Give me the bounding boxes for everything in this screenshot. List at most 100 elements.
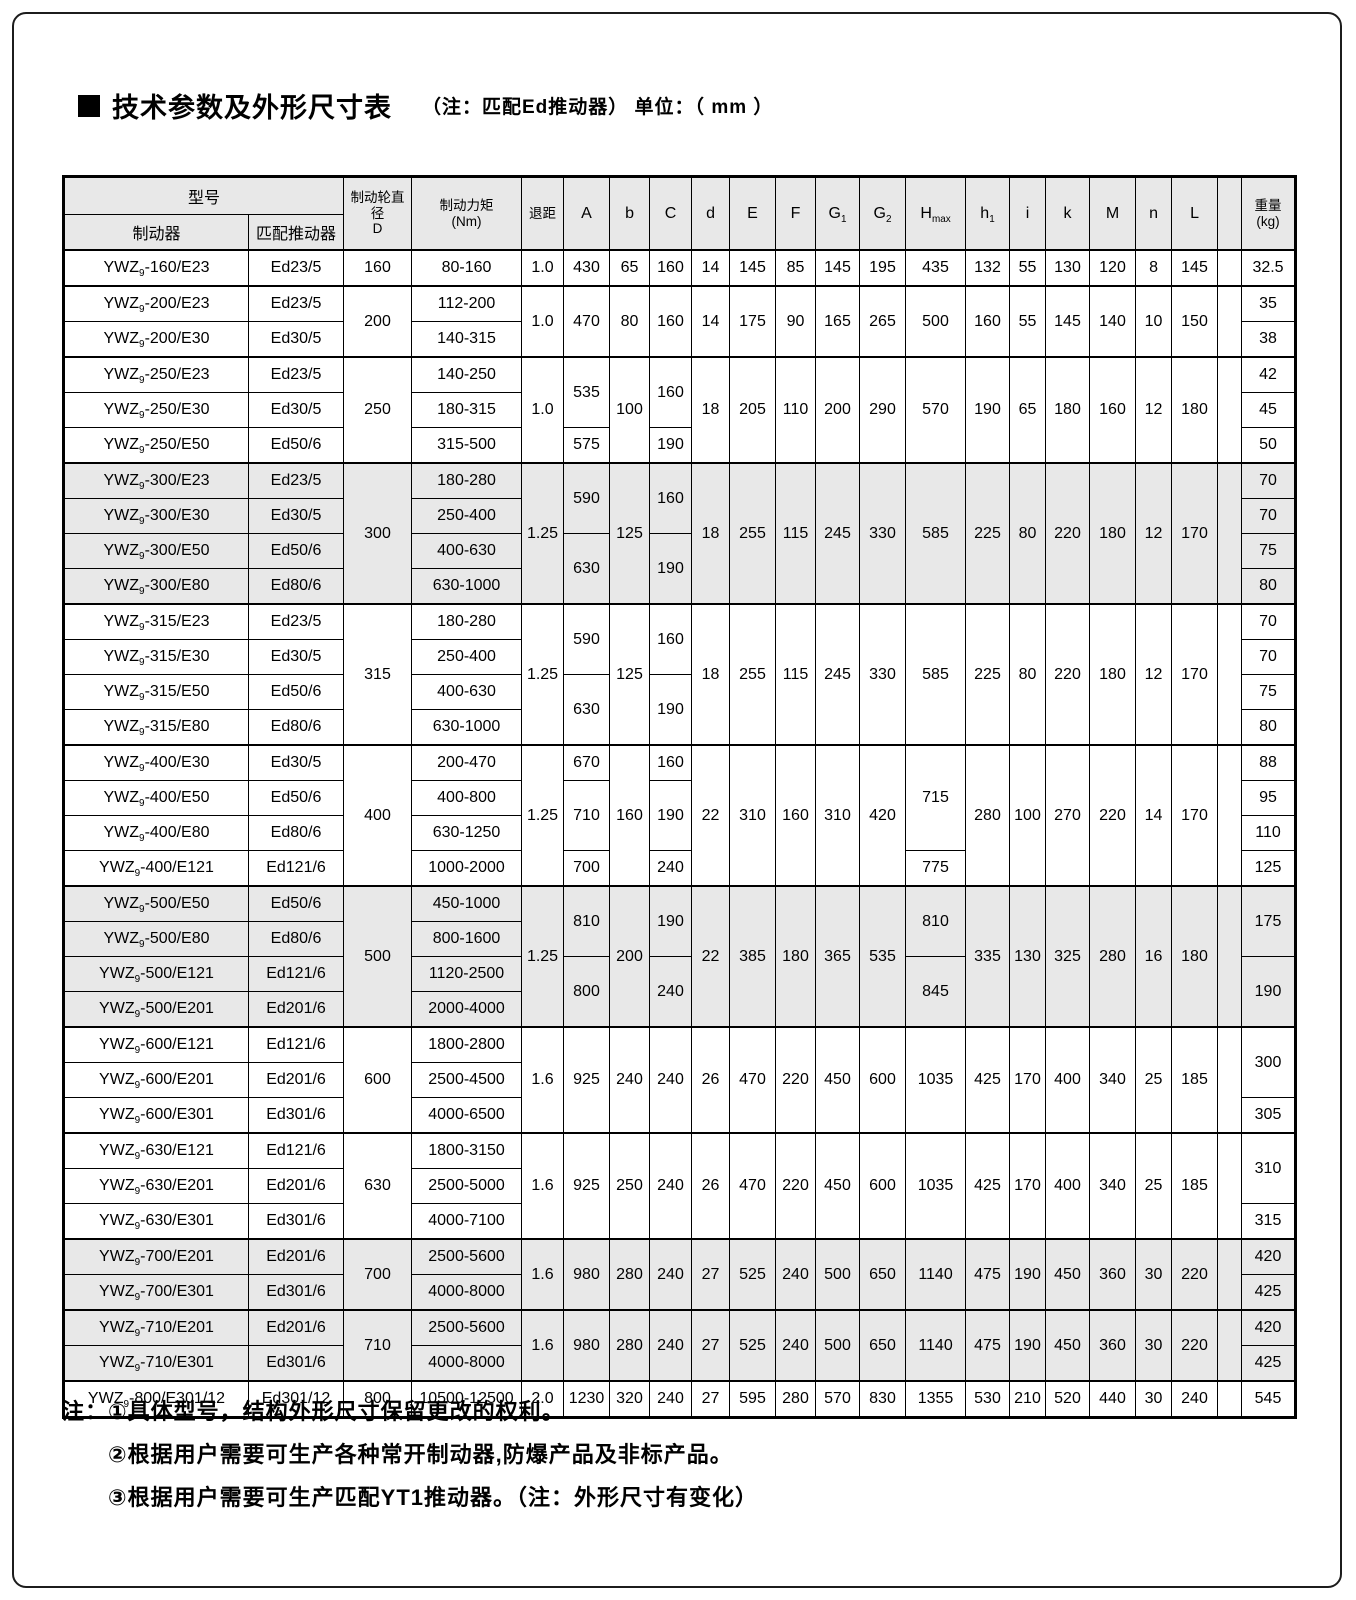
cell-Hmax: 845 bbox=[905, 956, 967, 1028]
cell-brake-model: YWZ9-700/E201 bbox=[63, 1238, 249, 1275]
cell-C: 190 bbox=[649, 674, 693, 746]
cell-h1: 280 bbox=[965, 744, 1011, 887]
cell-b: 80 bbox=[609, 285, 651, 358]
cell-C: 240 bbox=[649, 1309, 693, 1382]
cell-b: 240 bbox=[609, 1026, 651, 1134]
table-row: YWZ9-300/E30 Ed30/5 250-400 70 bbox=[63, 498, 1297, 534]
table-row: YWZ9-315/E80 Ed80/6 630-1000 80 bbox=[63, 709, 1297, 746]
cell-L: 170 bbox=[1171, 744, 1219, 887]
cell-Hmax: 1140 bbox=[905, 1309, 967, 1382]
page-title: 技术参数及外形尺寸表 bbox=[112, 93, 392, 123]
cell-brake-model: YWZ9-300/E23 bbox=[63, 462, 249, 499]
spec-table-body: YWZ9-160/E23 Ed23/5 160 80-160 1.0 430 65 160 14… bbox=[63, 249, 1297, 1418]
cell-d: 26 bbox=[691, 1132, 731, 1240]
cell-n: 16 bbox=[1135, 885, 1173, 1028]
cell-torque-range: 400-800 bbox=[411, 780, 523, 816]
cell-h1: 160 bbox=[965, 285, 1011, 358]
notes-list: ①具体型号，结构外形尺寸保留更改的权利。 ②根据用户需要可生产各种常开制动器,防爆… bbox=[108, 1390, 758, 1519]
cell-b: 200 bbox=[609, 885, 651, 1028]
cell-brake-model: YWZ9-630/E301 bbox=[63, 1203, 249, 1240]
page-title-note: （注：匹配Ed推动器） 单位：（ mm ） bbox=[422, 97, 774, 118]
cell-Hmax: 1355 bbox=[905, 1380, 967, 1418]
cell-weight: 38 bbox=[1241, 321, 1297, 358]
cell-G1: 365 bbox=[815, 885, 861, 1028]
cell-pusher-model: Ed30/5 bbox=[247, 392, 345, 428]
cell-blank bbox=[1217, 744, 1243, 887]
cell-E: 595 bbox=[729, 1380, 777, 1418]
cell-n: 12 bbox=[1135, 603, 1173, 746]
notes: 注： ①具体型号，结构外形尺寸保留更改的权利。 ②根据用户需要可生产各种常开制动器… bbox=[62, 1390, 758, 1519]
cell-A: 630 bbox=[563, 674, 611, 746]
cell-k: 220 bbox=[1045, 462, 1091, 605]
cell-Hmax: 1035 bbox=[905, 1026, 967, 1134]
cell-G1: 500 bbox=[815, 1238, 861, 1311]
cell-d: 14 bbox=[691, 285, 731, 358]
cell-b: 160 bbox=[609, 744, 651, 887]
cell-torque-range: 180-280 bbox=[411, 603, 523, 640]
header-dim-L: L bbox=[1171, 176, 1219, 251]
cell-weight: 420 bbox=[1241, 1309, 1297, 1346]
cell-tui: 1.25 bbox=[521, 462, 565, 605]
cell-brake-model: YWZ9-700/E301 bbox=[63, 1274, 249, 1311]
cell-brake-model: YWZ9-800/E301/12 bbox=[63, 1380, 249, 1418]
header-dim-k: k bbox=[1045, 176, 1091, 251]
cell-tui: 1.25 bbox=[521, 744, 565, 887]
cell-i: 80 bbox=[1009, 462, 1047, 605]
cell-torque-range: 4000-7100 bbox=[411, 1203, 523, 1240]
cell-d: 22 bbox=[691, 885, 731, 1028]
header-dim-F: F bbox=[775, 176, 817, 251]
cell-G2: 600 bbox=[859, 1026, 907, 1134]
cell-pusher-model: Ed30/5 bbox=[247, 321, 345, 358]
cell-brake-model: YWZ9-500/E80 bbox=[63, 921, 249, 957]
header-dim-i: i bbox=[1009, 176, 1047, 251]
cell-A: 710 bbox=[563, 780, 611, 851]
cell-pusher-model: Ed121/6 bbox=[247, 850, 345, 887]
cell-blank bbox=[1217, 603, 1243, 746]
cell-weight: 35 bbox=[1241, 285, 1297, 322]
notes-prefix: 注： bbox=[62, 1399, 109, 1424]
cell-pusher-model: Ed121/6 bbox=[247, 1132, 345, 1169]
cell-torque-range: 800-1600 bbox=[411, 921, 523, 957]
cell-Hmax: 435 bbox=[905, 249, 967, 287]
cell-C: 160 bbox=[649, 744, 693, 781]
cell-wheel-diameter: 315 bbox=[343, 603, 413, 746]
cell-E: 255 bbox=[729, 603, 777, 746]
cell-brake-model: YWZ9-600/E121 bbox=[63, 1026, 249, 1063]
cell-pusher-model: Ed50/6 bbox=[247, 427, 345, 464]
cell-d: 27 bbox=[691, 1380, 731, 1418]
cell-n: 25 bbox=[1135, 1026, 1173, 1134]
cell-h1: 475 bbox=[965, 1309, 1011, 1382]
table-row: YWZ9-500/E80 Ed80/6 800-1600 bbox=[63, 921, 1296, 957]
cell-d: 22 bbox=[691, 744, 731, 887]
cell-C: 240 bbox=[649, 956, 693, 1028]
table-row: YWZ9-600/E201 Ed201/6 2500-4500 bbox=[63, 1062, 1296, 1098]
cell-d: 27 bbox=[691, 1309, 731, 1382]
cell-pusher-model: Ed201/6 bbox=[247, 1168, 345, 1204]
table-row: YWZ9-700/E201 Ed201/6 700 2500-5600 1.6 980 28… bbox=[63, 1238, 1297, 1311]
cell-h1: 225 bbox=[965, 603, 1011, 746]
cell-M: 280 bbox=[1089, 885, 1137, 1028]
cell-Hmax: 585 bbox=[905, 603, 967, 746]
cell-G2: 330 bbox=[859, 462, 907, 605]
cell-d: 14 bbox=[691, 249, 731, 287]
cell-brake-model: YWZ9-300/E80 bbox=[63, 568, 249, 605]
cell-C: 160 bbox=[649, 603, 693, 675]
cell-brake-model: YWZ9-400/E30 bbox=[63, 744, 249, 781]
cell-i: 190 bbox=[1009, 1238, 1047, 1311]
title-bullet-icon bbox=[78, 94, 100, 117]
cell-torque-range: 1800-3150 bbox=[411, 1132, 523, 1169]
table-row: YWZ9-710/E301 Ed301/6 4000-8000 425 bbox=[63, 1345, 1297, 1382]
cell-tui: 1.6 bbox=[521, 1238, 565, 1311]
cell-G1: 500 bbox=[815, 1309, 861, 1382]
cell-d: 27 bbox=[691, 1238, 731, 1311]
cell-A: 810 bbox=[563, 885, 611, 957]
cell-b: 280 bbox=[609, 1238, 651, 1311]
cell-blank bbox=[1217, 1132, 1243, 1240]
cell-brake-model: YWZ9-250/E23 bbox=[63, 356, 249, 393]
cell-M: 360 bbox=[1089, 1238, 1137, 1311]
cell-G2: 330 bbox=[859, 603, 907, 746]
cell-brake-model: YWZ9-315/E23 bbox=[63, 603, 249, 640]
cell-L: 170 bbox=[1171, 462, 1219, 605]
header-dim-G1: G1 bbox=[815, 176, 861, 251]
